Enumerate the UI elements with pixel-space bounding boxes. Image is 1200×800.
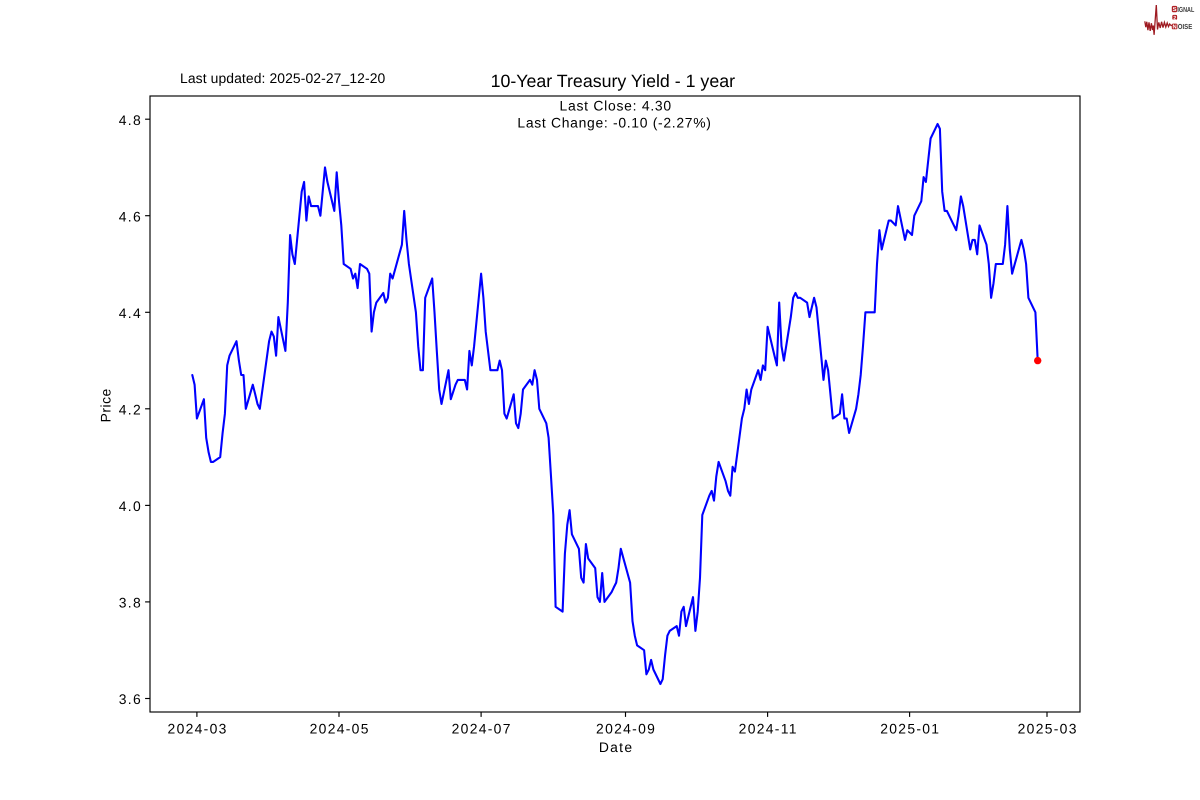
svg-text:2024-09: 2024-09	[596, 720, 656, 736]
svg-text:Price: Price	[97, 388, 113, 422]
svg-text:OISE: OISE	[1178, 22, 1193, 31]
svg-text:4.6: 4.6	[119, 208, 142, 224]
svg-text:4.0: 4.0	[119, 498, 142, 514]
svg-text:4.8: 4.8	[119, 112, 142, 128]
svg-text:4.4: 4.4	[119, 305, 142, 321]
svg-text:Last Close: 4.30: Last Close: 4.30	[560, 98, 672, 114]
svg-text:2024-11: 2024-11	[739, 720, 798, 736]
svg-text:2025-01: 2025-01	[880, 720, 940, 736]
svg-text:3.6: 3.6	[119, 691, 142, 707]
svg-text:IGNAL: IGNAL	[1177, 5, 1194, 14]
svg-text:2025-03: 2025-03	[1018, 720, 1078, 736]
svg-text:Last updated: 2025-02-27_12-20: Last updated: 2025-02-27_12-20	[180, 70, 386, 86]
svg-text:2: 2	[1173, 15, 1176, 21]
svg-text:N: N	[1173, 25, 1177, 31]
svg-text:Date: Date	[599, 739, 634, 755]
svg-text:S: S	[1173, 6, 1177, 13]
svg-text:2024-03: 2024-03	[168, 720, 228, 736]
svg-text:4.2: 4.2	[119, 401, 142, 417]
svg-text:2024-07: 2024-07	[452, 720, 512, 736]
svg-text:10-Year Treasury Yield - 1 yea: 10-Year Treasury Yield - 1 year	[491, 71, 736, 91]
svg-text:3.8: 3.8	[119, 595, 142, 611]
svg-text:Last Change: -0.10 (-2.27%): Last Change: -0.10 (-2.27%)	[517, 114, 711, 130]
svg-text:2024-05: 2024-05	[310, 720, 370, 736]
